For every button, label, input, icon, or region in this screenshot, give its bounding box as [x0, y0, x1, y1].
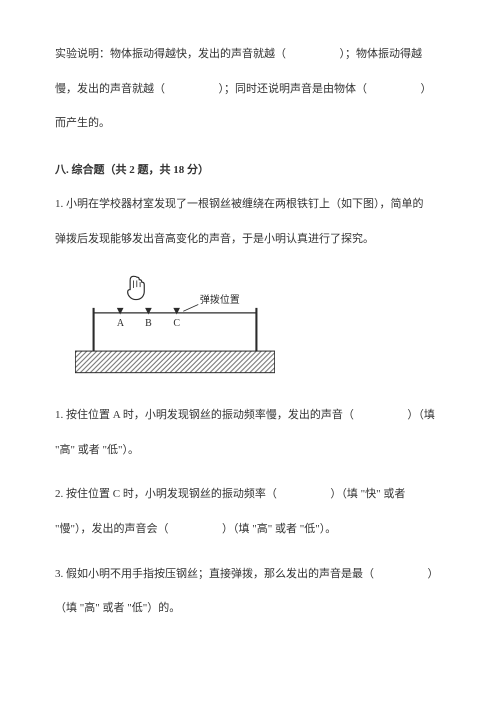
q2-line-1: 2. 按住位置 C 时，小明发现钢丝的振动频率（ ）（填 "快" 或者	[55, 480, 445, 509]
spacer	[55, 470, 445, 480]
intro-line-1: 实验说明：物体振动得越快，发出的声音就越（ ）；物体振动得越	[55, 40, 445, 69]
section-title: 八. 综合题（共 2 题，共 18 分）	[55, 156, 445, 185]
label-b: B	[145, 318, 152, 329]
pluck-position-label: 弹拨位置	[200, 292, 240, 305]
label-c: C	[173, 318, 180, 329]
q3-line-1: 3. 假如小明不用手指按压钢丝；直接弹拨，那么发出的声音是最（ ）	[55, 560, 445, 589]
q2-line-2: "慢"），发出的声音会（ ）（填 "高" 或者 "低"）。	[55, 515, 445, 544]
intro-text-1a: 实验说明：物体振动得越快，发出的声音就越（	[55, 48, 286, 60]
q1-line-1: 1. 按住位置 A 时，小明发现钢丝的振动频率慢，发出的声音（ ）（填	[55, 401, 445, 430]
intro-text-2c: ）	[421, 83, 432, 95]
question-intro-b: 弹拨后发现能够发出音高变化的声音，于是小明认真进行了探究。	[55, 225, 445, 254]
q2-text-d: ）（填 "高" 或者 "低"）。	[222, 523, 336, 535]
q3-text-b: ）	[428, 568, 439, 580]
ground-block	[75, 351, 274, 373]
q1-line-2: "高" 或者 "低"）。	[55, 436, 445, 465]
question-intro-a: 1. 小明在学校器材室发现了一根钢丝被缠绕在两根铁钉上（如下图），简单的	[55, 190, 445, 219]
q3-line-2: （填 "高" 或者 "低"）的。	[55, 594, 445, 623]
q1-text-c: "高" 或者 "低"）。	[55, 444, 139, 456]
q1-text-a: 1. 按住位置 A 时，小明发现钢丝的振动频率慢，发出的声音（	[55, 409, 354, 421]
intro-text-2a: 慢，发出的声音就越（	[55, 83, 165, 95]
label-a: A	[117, 318, 125, 329]
q2-text-a: 2. 按住位置 C 时，小明发现钢丝的振动频率（	[55, 488, 277, 500]
label-pointer-line	[183, 304, 198, 311]
q1-text-b: ）（填	[407, 409, 435, 421]
intro-text-1b: ）；物体振动得越	[340, 48, 423, 60]
intro-line-3: 而产生的。	[55, 109, 445, 138]
figure-svg: A B C 弹拨位置	[75, 268, 275, 376]
pointing-hand-icon	[128, 276, 145, 299]
q3-text-c: （填 "高" 或者 "低"）的。	[55, 602, 180, 614]
intro-text-2b: ）；同时还说明声音是由物体（	[219, 83, 368, 95]
intro-line-2: 慢，发出的声音就越（ ）；同时还说明声音是由物体（ ）	[55, 75, 445, 104]
experiment-figure: A B C 弹拨位置	[75, 268, 275, 388]
q2-text-c: "慢"），发出的声音会（	[55, 523, 168, 535]
spacer	[55, 550, 445, 560]
q2-text-b: ）（填 "快" 或者	[330, 488, 405, 500]
q3-text-a: 3. 假如小明不用手指按压钢丝；直接弹拨，那么发出的声音是最（	[55, 568, 374, 580]
intro-text-3: 而产生的。	[55, 117, 110, 129]
